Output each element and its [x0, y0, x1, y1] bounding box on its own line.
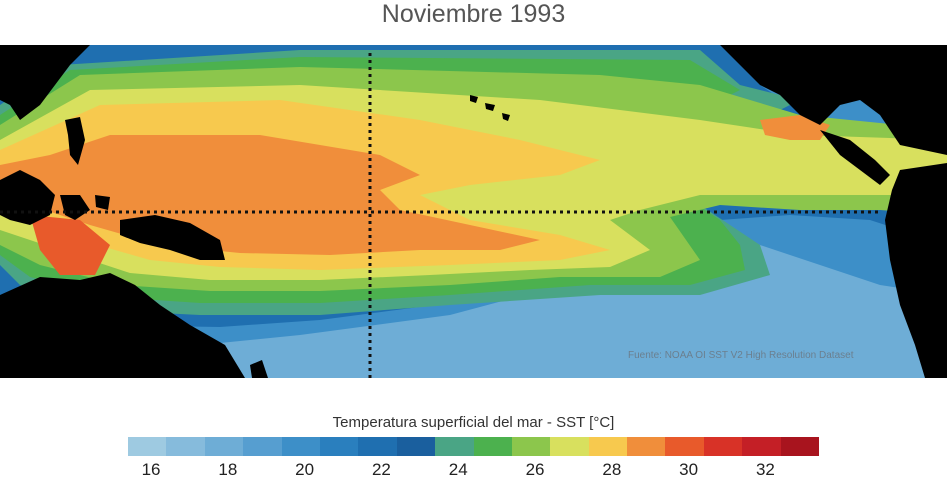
map-title: Noviembre 1993 [381, 0, 566, 28]
colorbar-segment [166, 437, 205, 456]
colorbar-tick-label: 30 [679, 460, 699, 479]
colorbar-tick-label: 28 [602, 460, 622, 479]
colorbar-segment [703, 437, 743, 456]
colorbar [128, 437, 820, 456]
colorbar-segment [780, 437, 820, 456]
land-central-america [820, 130, 890, 185]
colorbar-segment [550, 437, 589, 456]
colorbar-segment [128, 437, 167, 456]
land-new-guinea [120, 215, 225, 260]
land-asia [0, 45, 90, 120]
land-sulawesi-islands [60, 195, 110, 220]
colorbar-segment [435, 437, 474, 456]
colorbar-tick-label: 18 [218, 460, 238, 479]
land-south-america [885, 163, 947, 378]
colorbar-ticks: 16 18 20 22 24 26 28 30 32 [0, 460, 947, 480]
colorbar-segment [473, 437, 512, 456]
colorbar-segment [396, 437, 436, 456]
data-source-credit: Fuente: NOAA OI SST V2 High Resolution D… [628, 350, 854, 361]
colorbar-segment [742, 437, 781, 456]
colorbar-tick-label: 26 [525, 460, 545, 479]
land-north-america [720, 45, 947, 155]
colorbar-tick-label: 32 [755, 460, 775, 479]
colorbar-tick-label: 20 [295, 460, 315, 479]
colorbar-label: Temperatura superficial del mar - SST [°… [332, 414, 615, 431]
colorbar-segment [243, 437, 282, 456]
sst-band-30 [30, 215, 110, 275]
colorbar-segment [588, 437, 628, 456]
land-borneo-sumatra [0, 170, 55, 225]
colorbar-segment [358, 437, 397, 456]
land-hawaii [470, 95, 510, 121]
sst-map [0, 45, 947, 378]
colorbar-segment [511, 437, 551, 456]
colorbar-segment [204, 437, 244, 456]
colorbar-tick-label: 16 [141, 460, 161, 479]
land-philippines [65, 117, 85, 165]
colorbar-segment [627, 437, 666, 456]
land-australia [0, 273, 245, 378]
colorbar-segment [665, 437, 704, 456]
colorbar-tick-label: 24 [448, 460, 468, 479]
land-new-zealand-east [250, 360, 268, 378]
colorbar-tick-label: 22 [371, 460, 391, 479]
colorbar-segment [319, 437, 359, 456]
colorbar-segment [281, 437, 320, 456]
